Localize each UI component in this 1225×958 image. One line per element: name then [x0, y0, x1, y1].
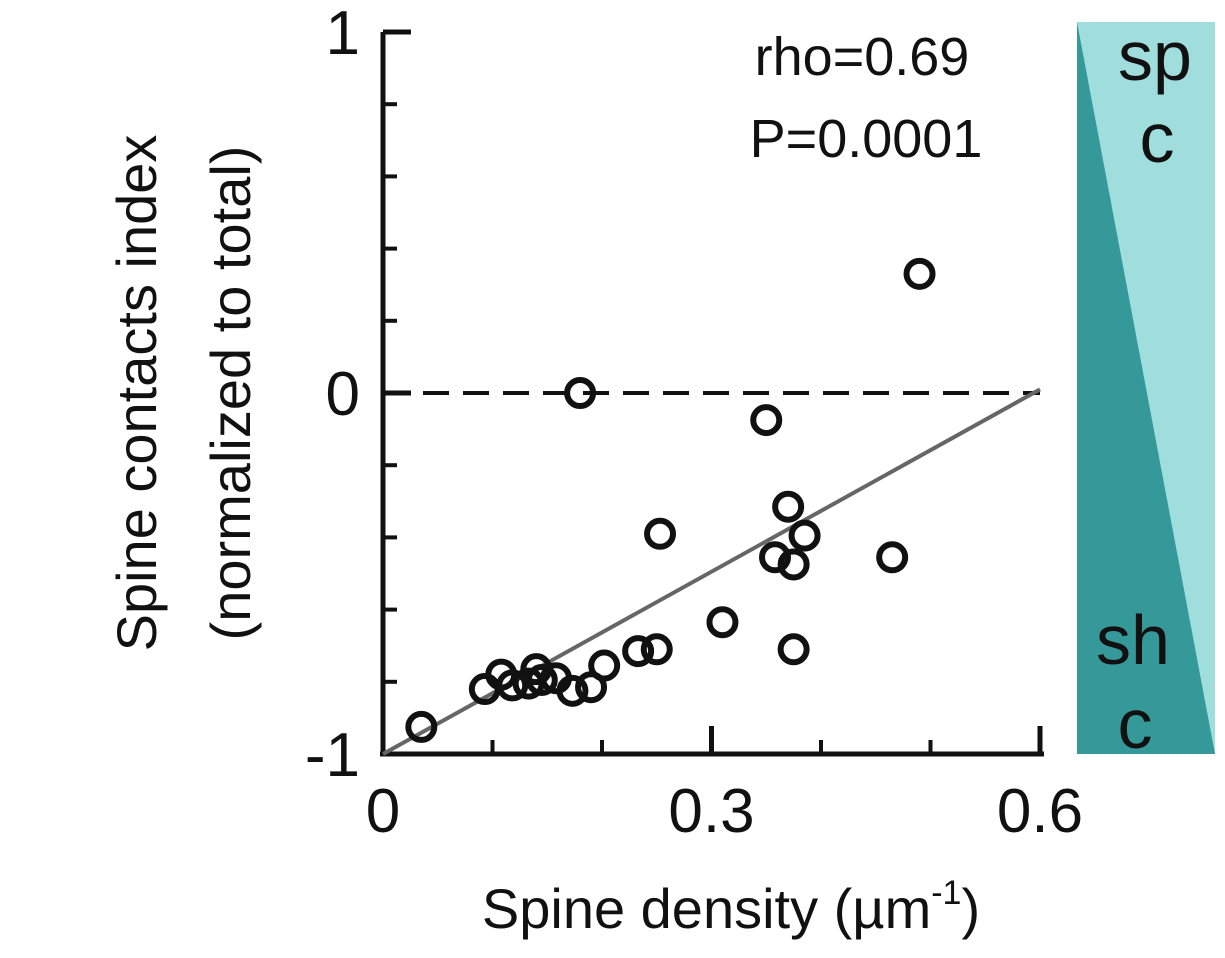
y-tick-label-0: 0 [326, 360, 360, 429]
data-point [644, 517, 677, 550]
data-point [876, 541, 909, 574]
y-tick-label-1: 1 [326, 0, 360, 68]
data-point [788, 519, 821, 552]
axes [380, 29, 1044, 757]
annotation-rho: rho=0.69 [755, 27, 970, 87]
x-axis-title-main: Spine density (µm [482, 877, 931, 940]
y-axis-title-line2: (normalized to total) [199, 146, 262, 641]
x-tick-label-0-6: 0.6 [997, 777, 1083, 846]
y-axis-title-line1: Spine contacts index [105, 135, 168, 652]
data-point [903, 257, 936, 290]
data-point [772, 490, 805, 523]
data-point [706, 606, 739, 639]
band-label-sp-c: c [1140, 99, 1175, 177]
data-points [405, 257, 936, 743]
data-point [588, 649, 621, 682]
band-label-sh-c: c [1118, 685, 1153, 763]
data-point [496, 669, 529, 702]
data-point [622, 635, 655, 668]
data-point [405, 710, 438, 743]
data-point [777, 548, 810, 581]
data-point [750, 404, 783, 437]
data-point [640, 633, 673, 666]
x-axis-title: Spine density (µm-1) [482, 874, 980, 940]
annotation-p-value: P=0.0001 [750, 109, 983, 169]
data-point [525, 663, 558, 696]
band-label-sp: sp [1118, 17, 1192, 95]
x-axis-ticks [380, 726, 1043, 754]
data-point [556, 674, 589, 707]
x-axis-title-close: ) [961, 877, 980, 940]
x-tick-label-0: 0 [366, 777, 400, 846]
regression-fit-line [382, 387, 1041, 756]
data-point [777, 633, 810, 666]
y-tick-label-minus-1: -1 [305, 721, 360, 790]
data-point [564, 377, 597, 409]
data-point [759, 541, 792, 574]
contact-type-band: sp c sh c [1077, 17, 1215, 763]
band-label-sh: sh [1096, 601, 1170, 679]
band-dark-region [1077, 22, 1215, 754]
x-axis-title-superscript: -1 [931, 874, 961, 912]
x-tick-label-0-3: 0.3 [668, 777, 754, 846]
